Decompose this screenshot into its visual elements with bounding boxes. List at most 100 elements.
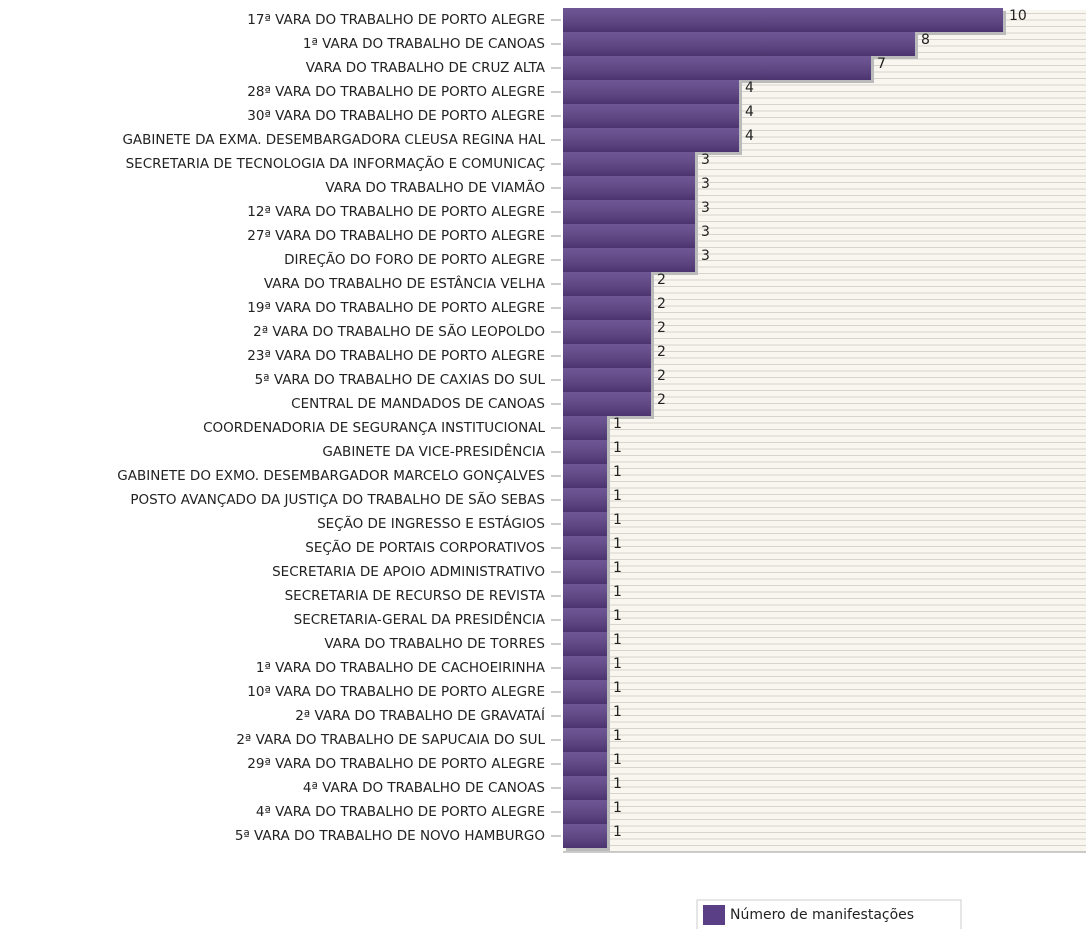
value-label: 3	[701, 224, 710, 240]
bar-shade	[563, 32, 915, 56]
y-tick-label: 2ª VARA DO TRABALHO DE SAPUCAIA DO SUL	[236, 732, 545, 748]
y-tick-label: VARA DO TRABALHO DE CRUZ ALTA	[306, 60, 546, 76]
y-tick-label: POSTO AVANÇADO DA JUSTIÇA DO TRABALHO DE…	[130, 491, 545, 508]
y-tick-label: SEÇÃO DE INGRESSO E ESTÁGIOS	[317, 515, 545, 532]
value-label: 7	[877, 56, 886, 72]
bar-shade	[563, 8, 1003, 32]
value-label: 2	[657, 344, 666, 360]
y-tick-label: 17ª VARA DO TRABALHO DE PORTO ALEGRE	[247, 12, 545, 28]
value-label: 1	[613, 416, 622, 432]
y-tick-label: 30ª VARA DO TRABALHO DE PORTO ALEGRE	[247, 108, 545, 124]
bar-shade	[563, 176, 695, 200]
bar-shade	[563, 56, 871, 80]
bar-shade	[563, 800, 607, 824]
y-tick-label: 28ª VARA DO TRABALHO DE PORTO ALEGRE	[247, 84, 545, 100]
bar-shade	[563, 152, 695, 176]
bar-shade	[563, 344, 651, 368]
value-label: 1	[613, 440, 622, 456]
legend: Número de manifestações	[696, 899, 962, 929]
bar-shade	[563, 128, 739, 152]
value-label: 1	[613, 488, 622, 504]
value-label: 1	[613, 656, 622, 672]
bar-shade	[563, 824, 607, 848]
value-label: 1	[613, 560, 622, 576]
bar-shade	[563, 536, 607, 560]
value-label: 1	[613, 512, 622, 528]
y-tick-label: 2ª VARA DO TRABALHO DE GRAVATAÍ	[295, 707, 545, 724]
y-tick-label: SECRETARIA DE TECNOLOGIA DA INFORMAÇÃO E…	[126, 155, 545, 172]
value-label: 2	[657, 368, 666, 384]
bar-shade	[563, 464, 607, 488]
legend-box	[696, 899, 962, 929]
value-label: 4	[745, 104, 754, 120]
bar-shade	[563, 608, 607, 632]
y-tick-label: COORDENADORIA DE SEGURANÇA INSTITUCIONAL	[203, 420, 545, 436]
value-label: 1	[613, 800, 622, 816]
y-tick-label: GABINETE DA EXMA. DESEMBARGADORA CLEUSA …	[122, 132, 545, 148]
bar-shade	[563, 728, 607, 752]
bar-shade	[563, 656, 607, 680]
y-tick-label: SEÇÃO DE PORTAIS CORPORATIVOS	[305, 539, 545, 556]
value-label: 3	[701, 152, 710, 168]
value-label: 3	[701, 200, 710, 216]
y-tick-label: 23ª VARA DO TRABALHO DE PORTO ALEGRE	[247, 348, 545, 364]
value-label: 3	[701, 176, 710, 192]
legend-swatch	[703, 905, 725, 925]
y-tick-label: VARA DO TRABALHO DE TORRES	[324, 636, 545, 652]
y-tick-label: SECRETARIA DE APOIO ADMINISTRATIVO	[272, 564, 545, 580]
y-tick-label: 1ª VARA DO TRABALHO DE CANOAS	[303, 36, 545, 52]
value-label: 1	[613, 776, 622, 792]
bar-shade	[563, 80, 739, 104]
value-label: 2	[657, 320, 666, 336]
value-label: 1	[613, 584, 622, 600]
y-tick-label: 27ª VARA DO TRABALHO DE PORTO ALEGRE	[247, 228, 545, 244]
value-label: 1	[613, 464, 622, 480]
value-label: 1	[613, 752, 622, 768]
bar-shade	[563, 632, 607, 656]
bar-shade	[563, 368, 651, 392]
y-tick-label: 5ª VARA DO TRABALHO DE CAXIAS DO SUL	[255, 372, 546, 388]
legend-label: Número de manifestações	[730, 907, 914, 923]
y-tick-label: 5ª VARA DO TRABALHO DE NOVO HAMBURGO	[235, 828, 545, 844]
y-tick-label: SECRETARIA DE RECURSO DE REVISTA	[285, 588, 546, 604]
value-label: 1	[613, 704, 622, 720]
y-tick-label: VARA DO TRABALHO DE VIAMÃO	[325, 179, 545, 196]
value-label: 1	[613, 824, 622, 840]
y-tick-label: 4ª VARA DO TRABALHO DE CANOAS	[303, 780, 545, 796]
y-tick-label: 4ª VARA DO TRABALHO DE PORTO ALEGRE	[256, 804, 545, 820]
y-tick-label: GABINETE DO EXMO. DESEMBARGADOR MARCELO …	[117, 468, 545, 484]
value-label: 3	[701, 248, 710, 264]
bar-shade	[563, 392, 651, 416]
bar-shade	[563, 752, 607, 776]
bar-shade	[563, 776, 607, 800]
bar-shade	[563, 104, 739, 128]
value-label: 10	[1009, 8, 1027, 24]
y-tick-label: DIREÇÃO DO FORO DE PORTO ALEGRE	[284, 251, 545, 268]
bar-shade	[563, 416, 607, 440]
value-label: 8	[921, 32, 930, 48]
y-tick-label: CENTRAL DE MANDADOS DE CANOAS	[291, 396, 545, 412]
y-tick-label: GABINETE DA VICE-PRESIDÊNCIA	[322, 442, 545, 460]
value-label: 1	[613, 680, 622, 696]
value-label: 1	[613, 536, 622, 552]
value-label: 2	[657, 272, 666, 288]
y-tick-label: 10ª VARA DO TRABALHO DE PORTO ALEGRE	[247, 684, 545, 700]
bar-shade	[563, 248, 695, 272]
value-label: 1	[613, 608, 622, 624]
y-tick-label: 19ª VARA DO TRABALHO DE PORTO ALEGRE	[247, 300, 545, 316]
bar-shade	[563, 296, 651, 320]
bar-shade	[563, 224, 695, 248]
bar-shade	[563, 488, 607, 512]
value-label: 4	[745, 80, 754, 96]
bar-shade	[563, 560, 607, 584]
y-tick-label: 1ª VARA DO TRABALHO DE CACHOEIRINHA	[256, 660, 546, 676]
value-label: 1	[613, 728, 622, 744]
value-label: 2	[657, 296, 666, 312]
value-label: 1	[613, 632, 622, 648]
value-label: 4	[745, 128, 754, 144]
y-tick-label: SECRETARIA-GERAL DA PRESIDÊNCIA	[294, 610, 546, 628]
value-label: 2	[657, 392, 666, 408]
bar-shade	[563, 320, 651, 344]
bar-shade	[563, 272, 651, 296]
